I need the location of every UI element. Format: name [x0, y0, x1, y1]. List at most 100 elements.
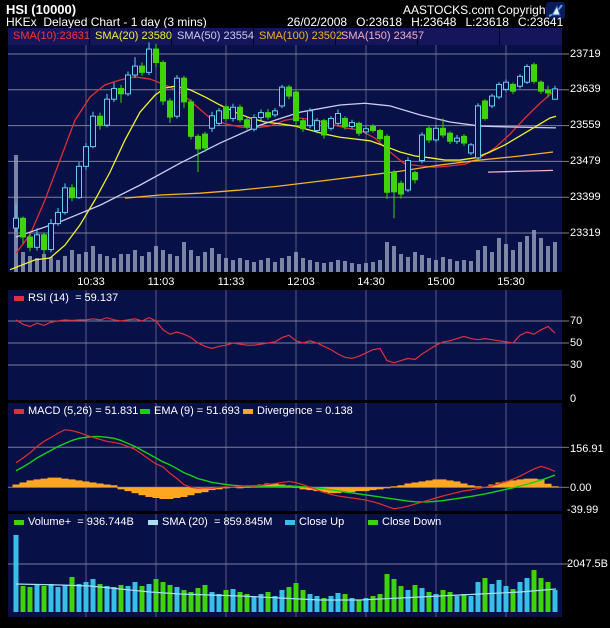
candle-down [188, 101, 194, 137]
minivol-bar [350, 263, 354, 272]
macd-tick-label: -39.99 [567, 504, 599, 516]
volume-bar-up [517, 581, 523, 612]
volume-legend-text: Close Up [299, 516, 345, 529]
candle-up [524, 66, 530, 83]
candle-down [202, 133, 208, 149]
volume-bar-up [433, 593, 439, 612]
candle-down [538, 81, 544, 92]
candle-up [307, 110, 313, 127]
divergence-bar [551, 486, 559, 488]
macd-legend-swatch-icon [14, 408, 24, 414]
volume-bar-up [125, 586, 131, 612]
price-tick-label: 23639 [570, 83, 601, 96]
time-axis-label: 14:30 [357, 276, 385, 288]
minivol-bar [224, 258, 228, 272]
rsi-legend-swatch-icon [14, 295, 24, 301]
volume-bar-up [230, 589, 236, 612]
minivol-bar [56, 260, 60, 272]
candle-down [461, 135, 467, 144]
volume-bar-down [237, 592, 243, 612]
time-axis-label: 11:33 [217, 276, 245, 288]
volume-bar-down [447, 592, 453, 612]
divergence-bar [19, 482, 27, 488]
minivol-bar [378, 260, 382, 272]
minivol-bar [112, 258, 116, 272]
candle-down [510, 83, 516, 92]
divergence-bar [453, 481, 461, 488]
divergence-bar [145, 487, 153, 497]
divergence-bar [537, 479, 545, 488]
volume-bar-down [97, 584, 103, 612]
volume-bar-down [342, 593, 348, 612]
candle-up [13, 217, 19, 229]
minivol-bar [371, 262, 375, 272]
candle-down [398, 182, 404, 195]
candle-down [391, 172, 397, 193]
rsi-line [15, 317, 556, 364]
candle-down [265, 112, 271, 118]
candle-up [272, 110, 278, 116]
candle-down [321, 120, 327, 136]
candle-up [489, 95, 495, 107]
volume-bar-up [454, 595, 460, 612]
divergence-bar [187, 487, 195, 496]
divergence-bar [292, 487, 300, 488]
sma-legend-label: SMA(10):23631 [13, 30, 91, 42]
divergence-bar [103, 484, 111, 488]
candle-down [167, 100, 173, 118]
candle-up [468, 144, 474, 154]
volume-bar-up [104, 586, 110, 612]
minivol-bar [511, 250, 515, 272]
sma-legend-label: SMA(50) 23554 [177, 30, 255, 42]
time-axis-label: 10:33 [77, 276, 105, 288]
minivol-bar [336, 260, 340, 272]
divergence-bar [173, 487, 181, 499]
divergence-bar [61, 478, 69, 488]
volume-bar-down [223, 589, 229, 612]
divergence-bar [124, 487, 132, 492]
candle-down [41, 234, 47, 251]
candle-up [314, 120, 320, 132]
macd-line [15, 429, 556, 510]
minivol-bar [532, 230, 536, 272]
minivol-bar [238, 258, 242, 272]
macd-legend: EMA (9) = 51.693 [140, 405, 240, 417]
candle-down [545, 89, 551, 94]
minivol-bar [217, 254, 221, 272]
volume-bar-down [265, 592, 271, 612]
minivol-bar [133, 250, 137, 272]
volume-bar-up [83, 581, 89, 612]
volume-bar-up [62, 584, 68, 612]
candle-up [349, 121, 355, 127]
minivol-bar [203, 252, 207, 272]
candle-down [195, 135, 201, 150]
divergence-bar [264, 483, 272, 488]
candle-down [244, 119, 250, 128]
divergence-bar [495, 482, 503, 488]
candle-down [97, 115, 103, 126]
volume-legend-text: Volume+ = 936.744B [28, 516, 134, 529]
divergence-bar [411, 482, 419, 488]
candle-up [104, 98, 110, 126]
minivol-bar [490, 252, 494, 272]
minivol-bar [525, 236, 529, 272]
volume-bar-up [503, 586, 509, 612]
divergence-bar [75, 480, 83, 488]
volume-bar-down [300, 589, 306, 612]
candle-up [328, 117, 334, 129]
volume-bar-down [139, 586, 145, 612]
candle-down [370, 125, 376, 132]
volume-bar-down [412, 584, 418, 612]
minivol-bar [406, 257, 410, 272]
candle-down [27, 236, 33, 248]
candle-down [426, 127, 432, 141]
volume-bar-up [328, 595, 334, 612]
divergence-bar [474, 486, 482, 488]
minivol-bar [154, 246, 158, 272]
macd-tick-label: 156.91 [570, 443, 604, 455]
volume-bar-down [510, 589, 516, 612]
divergence-bar [369, 487, 377, 491]
aastocks-logo-icon[interactable] [546, 2, 565, 19]
divergence-bar [341, 487, 349, 493]
volume-bar-down [69, 577, 75, 612]
